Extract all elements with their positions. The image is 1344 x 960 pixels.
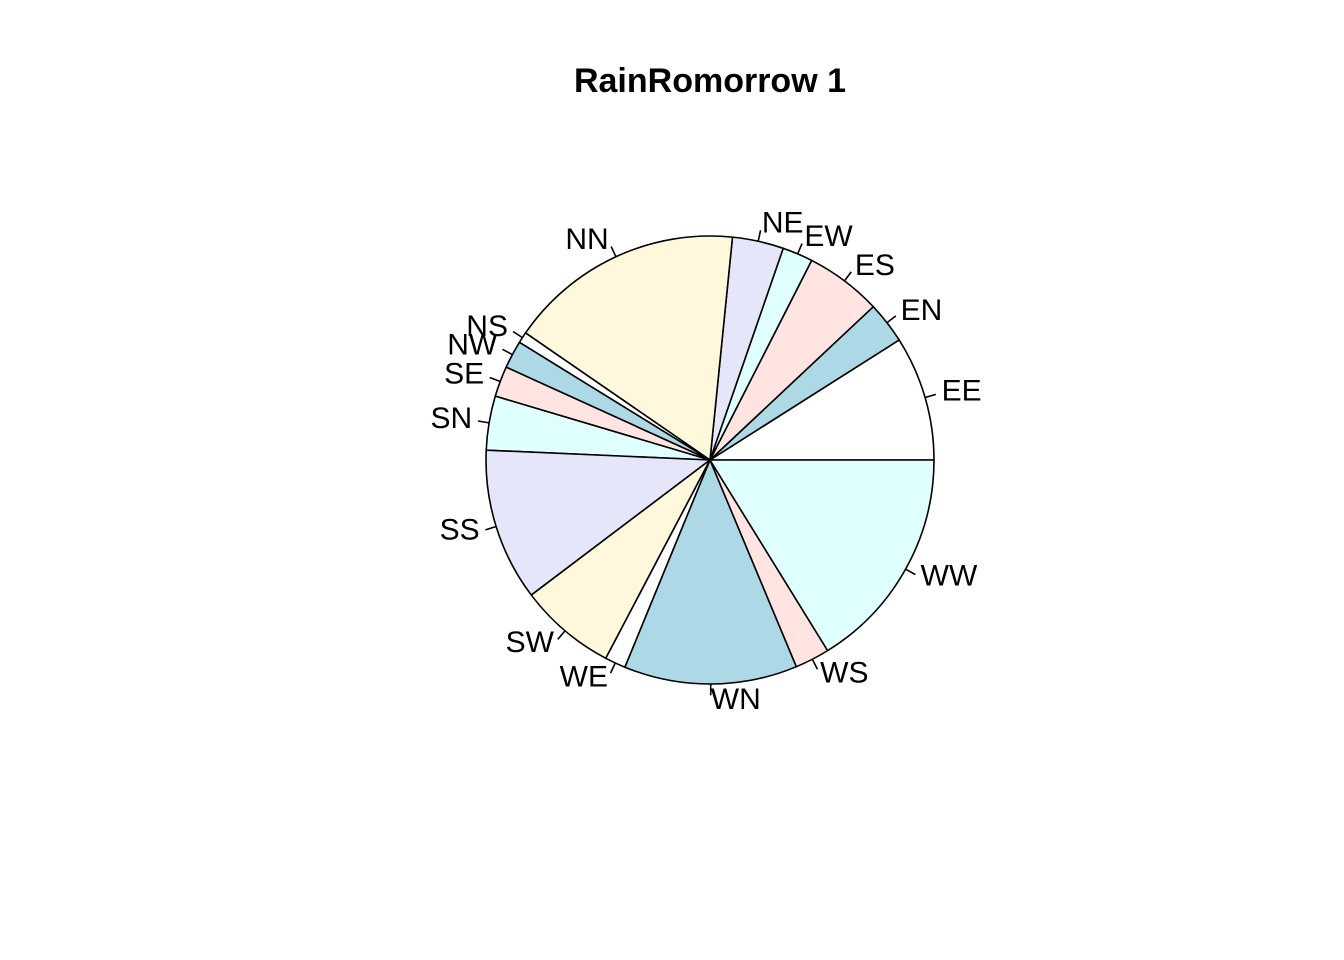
tick-ee (924, 393, 937, 399)
tick-we (609, 662, 616, 674)
label-ee: EE (942, 375, 982, 408)
pie-slice-wn (624, 459, 798, 685)
tick-ew (796, 243, 803, 255)
chart-title: RainRomorrow 1 (574, 62, 846, 100)
label-ww: WW (921, 559, 978, 592)
label-sw: SW (506, 626, 555, 659)
label-ne: NE (762, 206, 804, 239)
tick-nn (610, 246, 617, 258)
pie-slices (485, 235, 935, 685)
tick-ww (905, 568, 916, 576)
label-ew: EW (804, 220, 853, 253)
tick-es (843, 271, 852, 282)
label-ss: SS (440, 514, 480, 547)
label-se: SE (444, 357, 484, 390)
pie-label-ticks (477, 230, 937, 696)
label-nw: NW (447, 328, 498, 361)
label-sn: SN (430, 402, 472, 435)
tick-nw (502, 348, 513, 356)
pie-slice-ww (709, 459, 935, 652)
label-es: ES (855, 249, 895, 282)
tick-ss (485, 525, 497, 531)
label-en: EN (901, 294, 943, 327)
tick-en (886, 315, 897, 324)
label-ns: NS (466, 310, 508, 343)
label-ws: WS (820, 656, 868, 689)
pie-slice-ee (709, 339, 935, 461)
label-we: WE (560, 660, 608, 693)
label-wn: WN (711, 683, 761, 716)
pie-slice-nn (524, 235, 734, 461)
tick-ne (757, 230, 762, 242)
label-nn: NN (565, 223, 608, 256)
tick-ws (811, 658, 819, 670)
pie-slice-ss (485, 449, 711, 596)
tick-se (489, 376, 501, 383)
tick-sw (557, 630, 566, 640)
tick-sn (477, 420, 490, 424)
tick-ns (512, 330, 523, 339)
